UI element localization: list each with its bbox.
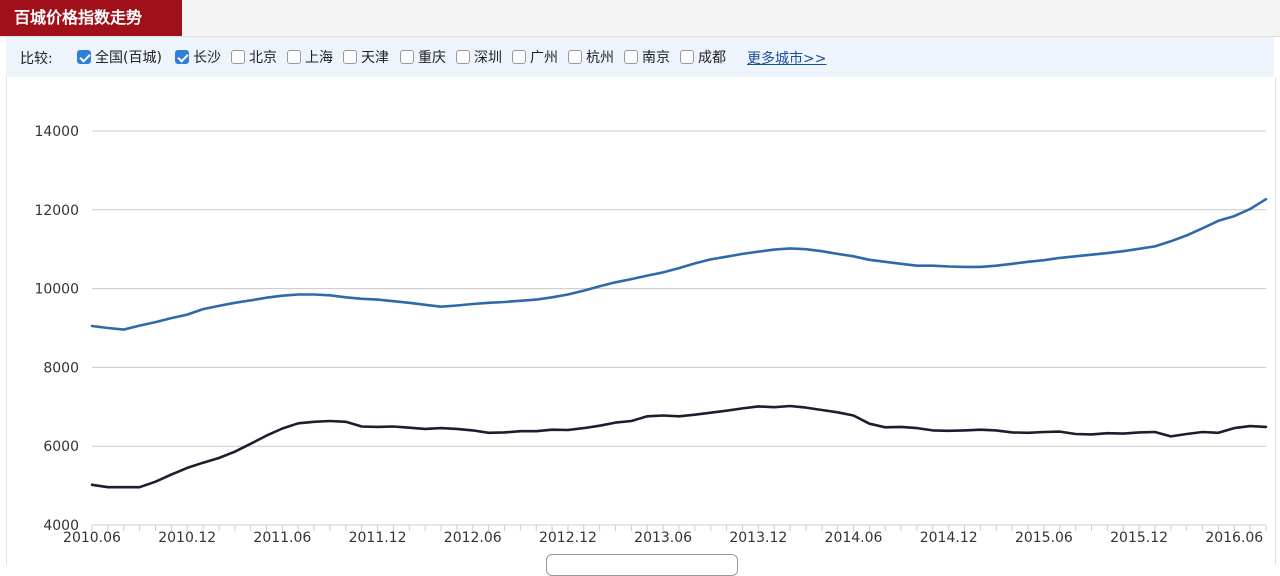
x-tick-label: 2011.12 <box>349 530 407 546</box>
x-tick-label: 2016.06 <box>1205 530 1263 546</box>
checkbox-shenzhen-box[interactable] <box>456 50 470 64</box>
checkbox-changsha-label: 长沙 <box>193 50 221 66</box>
checkbox-hangzhou-box[interactable] <box>568 50 582 64</box>
checkbox-shenzhen[interactable]: 深圳 <box>456 48 502 66</box>
x-tick-label: 2013.12 <box>729 530 787 546</box>
more-cities-link[interactable]: 更多城市>> <box>747 51 827 67</box>
checkbox-chengdu[interactable]: 成都 <box>680 48 726 66</box>
checkbox-chengdu-box[interactable] <box>680 50 694 64</box>
checkbox-national-label: 全国(百城) <box>95 50 162 66</box>
checkbox-chengdu-label: 成都 <box>698 50 726 66</box>
x-tick-label: 2010.12 <box>158 530 216 546</box>
compare-label: 比较: <box>20 51 53 67</box>
series-line-0 <box>90 197 1268 331</box>
y-tick-label: 14000 <box>34 124 79 140</box>
checkbox-chongqing-label: 重庆 <box>418 50 446 66</box>
checkbox-chongqing[interactable]: 重庆 <box>400 48 446 66</box>
x-tick-label: 2014.06 <box>825 530 883 546</box>
checkbox-beijing[interactable]: 北京 <box>231 48 277 66</box>
checkbox-beijing-box[interactable] <box>231 50 245 64</box>
checkbox-hangzhou[interactable]: 杭州 <box>568 48 614 66</box>
checkbox-shanghai[interactable]: 上海 <box>287 48 333 66</box>
x-tick-label: 2011.06 <box>253 530 311 546</box>
y-tick-label: 4000 <box>43 518 79 534</box>
checkbox-nanjing-label: 南京 <box>642 50 670 66</box>
y-tick-label: 10000 <box>34 282 79 298</box>
x-tick-label: 2014.12 <box>920 530 978 546</box>
checkbox-tianjin-label: 天津 <box>361 50 389 66</box>
page-title: 百城价格指数走势 <box>0 0 182 36</box>
x-tick-label: 2015.06 <box>1015 530 1073 546</box>
y-axis-ticks: 4000 6000 8000 10000 12000 14000 <box>34 124 79 534</box>
checkbox-chongqing-box[interactable] <box>400 50 414 64</box>
x-tick-label: 2010.06 <box>63 530 121 546</box>
checkbox-changsha-box[interactable] <box>175 50 189 64</box>
series-line-1 <box>90 404 1268 489</box>
checkbox-tianjin-box[interactable] <box>343 50 357 64</box>
compare-filter-bar: 比较: 全国(百城) 长沙 北京 上海 天津 重庆 深圳 广州 杭州 南京 成都… <box>6 37 1274 77</box>
y-tick-label: 6000 <box>43 439 79 455</box>
checkbox-guangzhou-box[interactable] <box>512 50 526 64</box>
header-bar: 百城价格指数走势 <box>0 0 1280 37</box>
chart-gridlines <box>92 130 1266 526</box>
x-axis: 2010.06 2010.12 2011.06 2011.12 2012.06 2012.… <box>63 524 1267 546</box>
x-tick-label: 2012.06 <box>444 530 502 546</box>
checkbox-national-box[interactable] <box>77 50 91 64</box>
checkbox-shanghai-box[interactable] <box>287 50 301 64</box>
checkbox-tianjin[interactable]: 天津 <box>343 48 389 66</box>
chart-frame <box>6 77 1276 565</box>
checkbox-shenzhen-label: 深圳 <box>474 50 502 66</box>
chart-series <box>90 197 1268 489</box>
checkbox-hangzhou-label: 杭州 <box>586 50 614 66</box>
y-tick-label: 8000 <box>43 360 79 376</box>
x-tick-label: 2012.12 <box>539 530 597 546</box>
checkbox-nanjing-box[interactable] <box>624 50 638 64</box>
range-navigator-handle[interactable] <box>546 554 738 576</box>
checkbox-guangzhou-label: 广州 <box>530 50 558 66</box>
checkbox-changsha[interactable]: 长沙 <box>175 48 221 66</box>
x-tick-label: 2013.06 <box>634 530 692 546</box>
x-tick-label: 2015.12 <box>1110 530 1168 546</box>
checkbox-guangzhou[interactable]: 广州 <box>512 48 558 66</box>
checkbox-nanjing[interactable]: 南京 <box>624 48 670 66</box>
checkbox-shanghai-label: 上海 <box>305 50 333 66</box>
y-tick-label: 12000 <box>34 203 79 219</box>
checkbox-beijing-label: 北京 <box>249 50 277 66</box>
checkbox-national[interactable]: 全国(百城) <box>77 48 162 66</box>
